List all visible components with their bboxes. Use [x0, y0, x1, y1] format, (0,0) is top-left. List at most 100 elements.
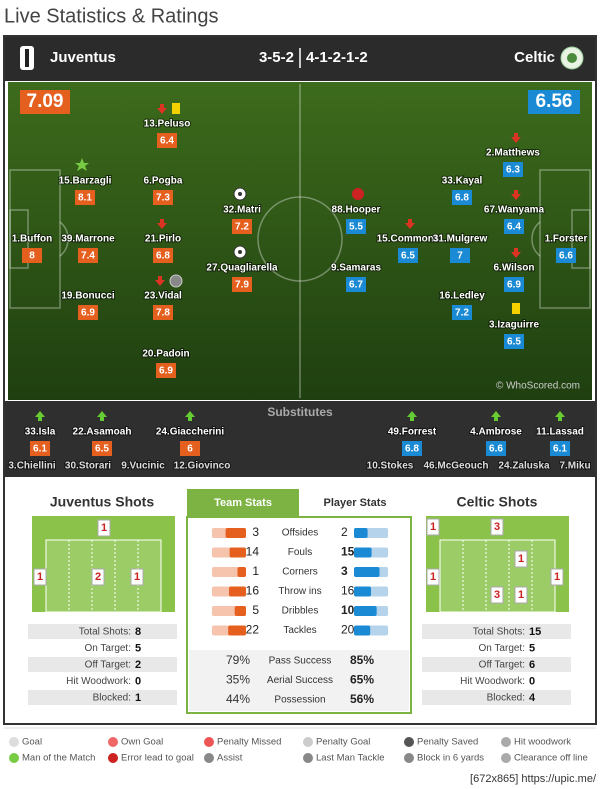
legend-label: Assist	[217, 753, 243, 764]
sub-off-icon	[511, 190, 521, 200]
unused-sub: 7.Miku	[559, 461, 590, 472]
player-rating: 8	[29, 251, 35, 262]
tab[interactable]: Player Stats	[324, 497, 387, 509]
player-rating-box	[157, 133, 177, 148]
legend-icon	[501, 737, 511, 747]
sub-on-icon	[491, 411, 501, 421]
player-rating-box	[504, 219, 524, 234]
home-formation: 3-5-2	[259, 49, 294, 66]
assist-icon	[169, 274, 183, 288]
shot-zone-box	[91, 568, 105, 586]
shot-stat-value: 0	[529, 675, 535, 687]
legend-label: Man of the Match	[22, 753, 95, 764]
shot-zone-count: 1	[101, 522, 107, 534]
player-name: 19.Bonucci	[61, 291, 115, 302]
shot-zone-box	[490, 586, 504, 604]
legend-label: Goal	[22, 737, 42, 748]
away-formation: 4-1-2-1-2	[306, 49, 368, 66]
shot-stat-label: Hit Woodwork:	[460, 676, 525, 687]
substitutes-label: Substitutes	[267, 405, 333, 419]
sub-off-icon	[157, 219, 167, 229]
unused-sub: 30.Storari	[65, 461, 111, 472]
home-bar	[237, 567, 246, 577]
player-rating-box	[78, 248, 98, 263]
player-rating-box	[232, 219, 252, 234]
player-rating: 6.9	[507, 280, 521, 291]
shot-zone-count: 3	[494, 521, 500, 533]
shot-stat-row	[28, 657, 177, 672]
player-rating-box	[180, 441, 200, 456]
player-name: 32.Matri	[223, 205, 261, 216]
player-rating-box	[402, 441, 422, 456]
player-rating: 6.7	[349, 280, 363, 291]
legend-label: Clearance off line	[514, 753, 588, 764]
away-bar	[354, 567, 380, 577]
stat-label: Throw ins	[278, 586, 321, 597]
player-name: 13.Peluso	[144, 119, 191, 130]
player-rating: 7.4	[81, 251, 95, 262]
legend-label: Last Man Tackle	[316, 753, 384, 764]
unused-sub: 12.Giovinco	[174, 461, 231, 472]
shot-stat-value: 8	[135, 626, 141, 638]
shot-stat-value: 5	[135, 642, 141, 654]
tab[interactable]: Team Stats	[214, 497, 272, 509]
player-rating: 6.1	[553, 444, 567, 455]
player-name: 24.Giaccherini	[156, 427, 225, 438]
goal-icon	[238, 192, 242, 196]
shot-zone-box	[514, 586, 528, 604]
home-stat: 3	[252, 525, 259, 539]
player-name: 23.Vidal	[144, 291, 182, 302]
player-rating-box	[92, 441, 112, 456]
player-rating-box	[452, 305, 472, 320]
unused-sub: 10.Stokes	[367, 461, 414, 472]
stat-label: Tackles	[283, 625, 316, 636]
away-crest	[560, 46, 584, 70]
shot-zone-box	[490, 518, 504, 536]
player-rating: 6.5	[401, 251, 415, 262]
away-stat: 3	[341, 564, 348, 578]
shot-stat-value: 4	[529, 692, 536, 704]
shot-zone-count: 1	[430, 521, 436, 533]
home-bar	[234, 606, 246, 616]
away-stat: 15	[341, 545, 355, 559]
shot-stat-row	[422, 640, 571, 656]
player-name: 49.Forrest	[388, 427, 437, 438]
shot-stat-label: Off Target:	[85, 660, 131, 671]
player-rating: 6.6	[489, 444, 503, 455]
unused-sub: 9.Vucinic	[121, 461, 165, 472]
unused-sub: 46.McGeouch	[423, 461, 488, 472]
legend-icon	[303, 737, 313, 747]
pitch-lines	[9, 84, 591, 398]
player-name: 15.Commons	[377, 234, 440, 245]
stat-label: Offsides	[282, 528, 319, 539]
player-rating-box	[153, 248, 173, 263]
player-name: 3.Izaguirre	[489, 320, 539, 331]
player-rating: 6.4	[507, 222, 521, 233]
player-rating: 6.8	[405, 444, 419, 455]
tab-active[interactable]	[187, 489, 299, 517]
player-rating: 6.8	[156, 251, 170, 262]
shot-stat-label: On Target:	[478, 643, 525, 654]
player-rating: 7.9	[235, 280, 249, 291]
player-name: 31.Mulgrew	[433, 234, 488, 245]
shot-stat-label: Blocked:	[93, 693, 131, 704]
home-bar	[229, 586, 246, 597]
away-bar	[354, 547, 372, 558]
player-name: 88.Hooper	[332, 205, 381, 216]
player-rating-box	[504, 277, 524, 292]
shot-zone-box	[33, 568, 47, 586]
shot-zone-box	[426, 518, 440, 536]
yellow-card-icon	[172, 103, 180, 114]
footer: [672x865] https://upic.me/	[470, 773, 597, 785]
legend-label: Error lead to goal	[121, 753, 194, 764]
player-name: 1.Buffon	[12, 234, 53, 245]
shot-stat-row	[28, 624, 177, 639]
home-stat: 1	[252, 564, 259, 578]
shot-stat-row	[422, 657, 571, 672]
shot-stat-value: 15	[529, 626, 541, 638]
away-team: Celtic	[514, 49, 555, 66]
away-rating: 6.56	[536, 91, 573, 112]
legend-icon	[404, 737, 414, 747]
percent-label: Pass Success	[269, 656, 332, 667]
shot-stat-value: 6	[529, 659, 535, 671]
